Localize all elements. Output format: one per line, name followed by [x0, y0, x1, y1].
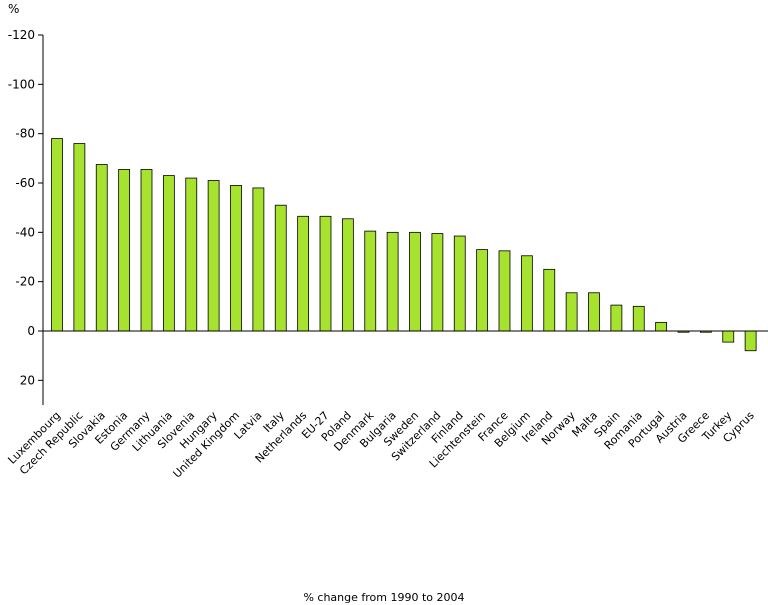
y-tick-label: 20 — [20, 373, 35, 387]
bar — [297, 215, 310, 332]
y-tick-label: -40 — [15, 225, 35, 239]
bar — [386, 231, 399, 332]
bar — [453, 235, 466, 332]
bar — [252, 187, 265, 332]
bar — [364, 230, 377, 332]
y-axis-unit-label: % — [8, 2, 19, 16]
y-tick-label: -60 — [15, 176, 35, 190]
bar — [95, 164, 108, 332]
bar — [476, 249, 489, 332]
bar — [73, 143, 86, 332]
bar — [341, 218, 354, 332]
bar — [230, 185, 242, 332]
bar — [498, 250, 511, 332]
y-tick-label: -100 — [8, 77, 35, 91]
x-axis-title: % change from 1990 to 2004 — [303, 591, 465, 604]
bar — [51, 138, 63, 332]
bar — [185, 177, 198, 332]
bar — [319, 215, 332, 332]
bar — [565, 292, 578, 332]
bar — [520, 255, 533, 332]
bar — [543, 268, 556, 332]
bars — [51, 138, 757, 352]
bar — [655, 321, 668, 332]
bar — [118, 169, 131, 332]
bar — [632, 305, 645, 332]
y-tick-label: -80 — [15, 127, 35, 141]
bar — [162, 175, 175, 332]
bar — [588, 292, 600, 332]
bar — [140, 169, 153, 332]
bar — [722, 330, 735, 343]
y-tick-label: 0 — [27, 324, 35, 338]
bar — [431, 233, 444, 332]
bar — [409, 231, 421, 332]
y-tick-label: -20 — [15, 275, 35, 289]
bar — [207, 180, 220, 332]
y-tick-label: -120 — [8, 28, 35, 42]
bar — [610, 304, 623, 332]
bar — [274, 204, 287, 332]
y-axis-ticks: -120 -100 -80 -60 -40 -20 0 20 — [8, 28, 43, 387]
bar — [744, 330, 757, 352]
